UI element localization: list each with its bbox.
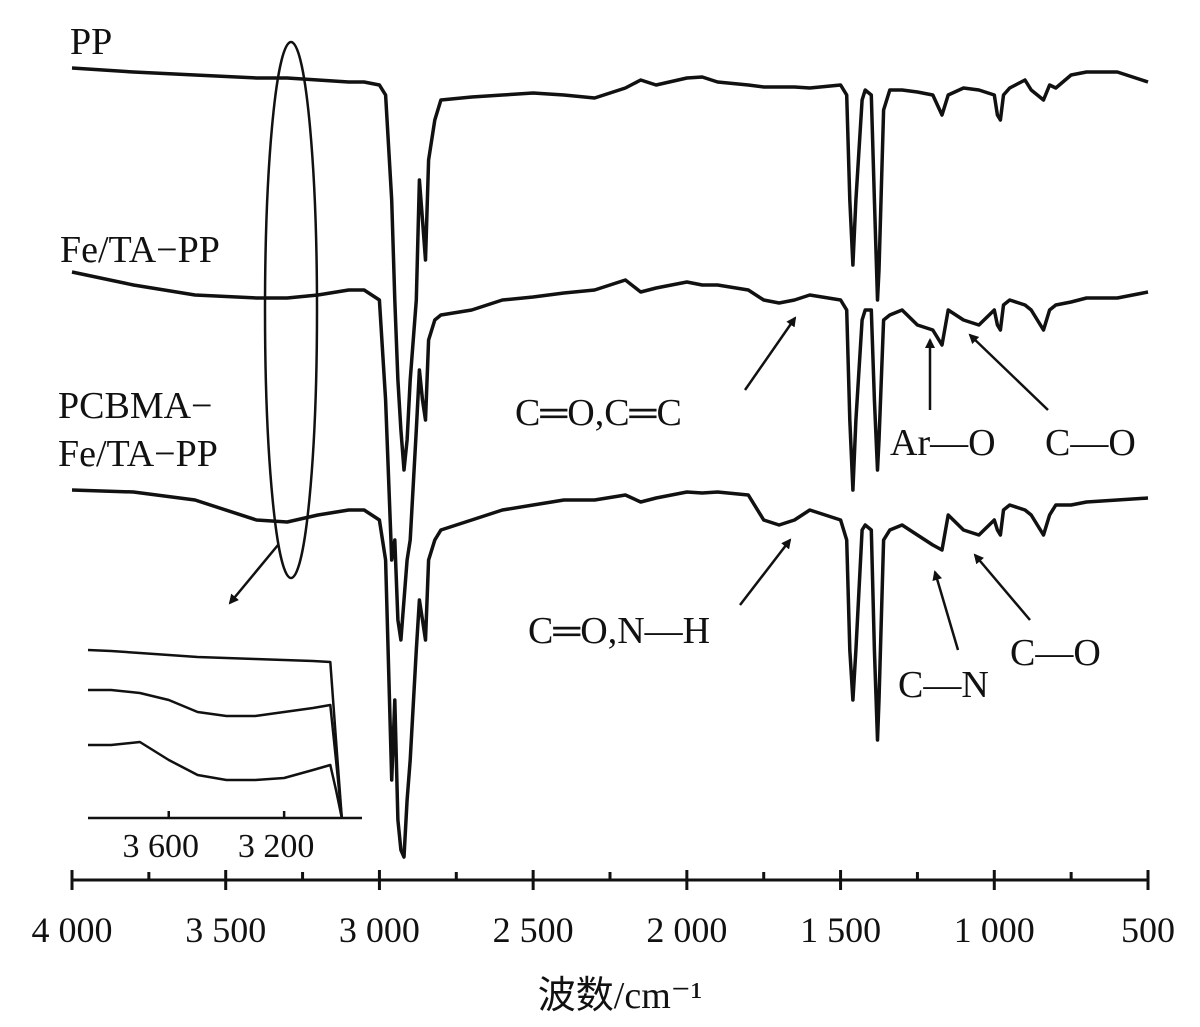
annotation: C—O [1045,422,1136,464]
x-tick-label: 2 500 [493,910,574,950]
arrow [973,553,1031,621]
inset-x-tick-label: 3 600 [123,828,200,865]
arrow [228,544,279,605]
x-tick-label: 4 000 [32,910,113,950]
annotation: Ar—O [890,422,996,464]
x-tick-label: 1 000 [954,910,1035,950]
x-tick-label: 2 000 [646,910,727,950]
series-label: PCBMA− Fe/TA−PP [58,385,218,475]
x-tick-label: 500 [1121,910,1175,950]
x-tick-label: 3 500 [185,910,266,950]
arrow [968,333,1049,411]
arrow [743,316,797,391]
annotation: C═O,N—H [528,610,710,652]
spectrum-line [71,66,1149,472]
spectrum-line [88,688,344,819]
series-label: PP [70,21,113,63]
arrow [739,538,792,606]
annotation: C═O,C═C [515,392,682,434]
series-label: Fe/TA−PP [60,229,220,271]
spectrum-line [87,648,344,819]
x-tick-label: 1 500 [800,910,881,950]
spectrum-line [71,270,1149,642]
highlight-ellipse [263,40,319,580]
spectrum-line [88,740,344,819]
x-tick-label: 3 000 [339,910,420,950]
x-axis-title: 波数/cm⁻¹ [538,975,702,1017]
annotation-arrows [228,40,1049,651]
inset-x-tick-label: 3 200 [238,828,315,865]
annotation: C—O [1010,632,1101,674]
annotation: C—N [898,664,989,706]
spectrum-line [71,488,1149,859]
arrow [932,570,960,651]
